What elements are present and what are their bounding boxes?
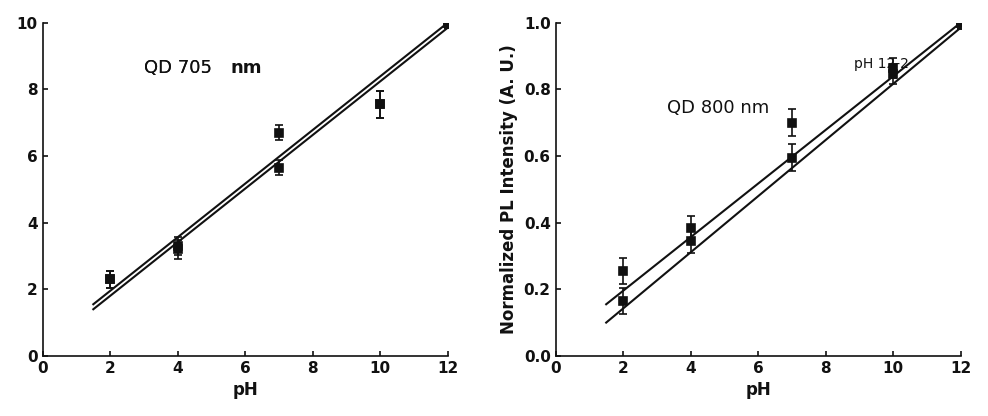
Text: QD 800 nm: QD 800 nm (667, 99, 770, 116)
Text: QD 705: QD 705 (144, 59, 217, 77)
X-axis label: pH: pH (232, 381, 258, 399)
Y-axis label: Normalized PL Intensity (A. U.): Normalized PL Intensity (A. U.) (500, 45, 518, 334)
Text: QD 705 ​nm: QD 705 ​nm (144, 59, 247, 77)
Text: QD 705: QD 705 (144, 59, 217, 77)
Text: pH 12-2: pH 12-2 (855, 57, 909, 71)
Text: pH 2-12: pH 2-12 (0, 415, 1, 416)
X-axis label: pH: pH (745, 381, 771, 399)
Text: nm: nm (230, 59, 262, 77)
